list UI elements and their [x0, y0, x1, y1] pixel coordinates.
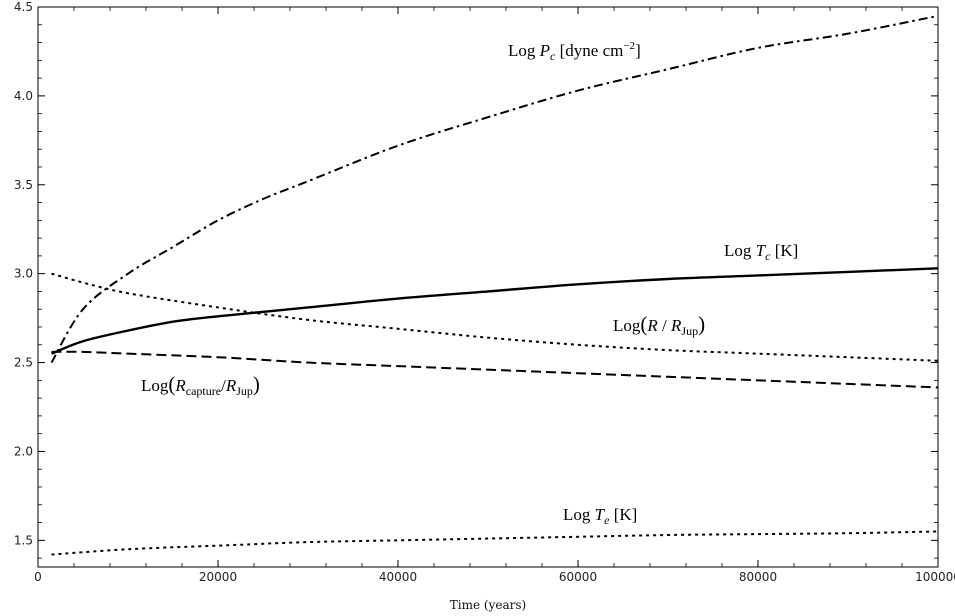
x-tick-label: 40000 — [379, 570, 417, 584]
series-line-log-rcapture — [51, 350, 939, 389]
y-tick-label: 2.0 — [14, 444, 33, 458]
series-line-log-tc — [51, 267, 939, 355]
y-tick-label: 4.0 — [14, 89, 33, 103]
series-label-log-te: Log Te [K] — [563, 505, 637, 527]
series-label-log-tc: Log Tc [K] — [724, 241, 798, 263]
x-tick-label: 100000 — [915, 570, 955, 584]
x-axis-title: Time (years) — [450, 598, 526, 612]
y-tick-label: 2.5 — [14, 356, 33, 370]
series-label-log-pc: Log Pc [dyne cm−2] — [508, 40, 641, 63]
y-tick-label: 1.5 — [14, 533, 33, 547]
x-tick-label: 0 — [34, 570, 42, 584]
series-label-log-r: Log(R / RJup) — [613, 312, 705, 338]
y-axis-ticks: 1.5 2.0 2.5 3.0 3.5 4.0 4.5 — [14, 0, 938, 559]
x-tick-label: 20000 — [199, 570, 237, 584]
series-label-log-rcapture: Log(Rcapture/RJup) — [141, 372, 260, 398]
y-tick-label: 3.5 — [14, 178, 33, 192]
series-line-log-r — [51, 272, 939, 362]
x-tick-label: 80000 — [739, 570, 777, 584]
y-tick-label: 3.0 — [14, 267, 33, 281]
y-tick-label: 4.5 — [14, 0, 33, 14]
plot-frame — [37, 6, 939, 568]
series-line-log-te — [51, 530, 939, 556]
x-axis-ticks: 0 20000 40000 60000 80000 100000 — [34, 7, 955, 584]
x-tick-label: 60000 — [559, 570, 597, 584]
series-lines — [50, 14, 939, 556]
series-line-log-pc — [50, 14, 939, 364]
